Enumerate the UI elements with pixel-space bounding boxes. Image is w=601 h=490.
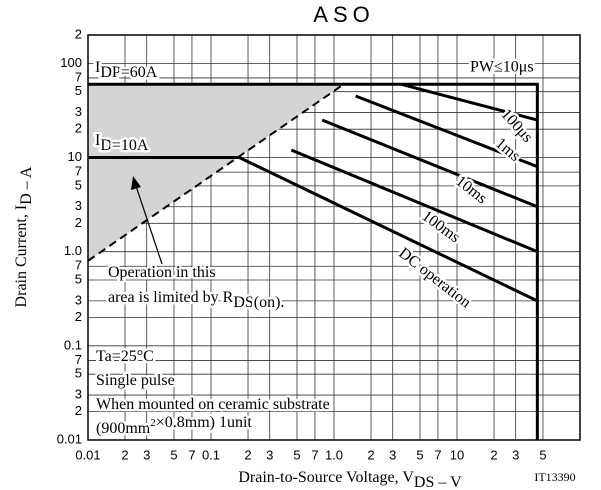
subscript: DS <box>414 474 434 490</box>
text-part: Drain-to-Source Voltage, V <box>238 469 414 486</box>
y-tick-label: 5 <box>75 83 82 98</box>
y-tick-label: 3 <box>75 387 82 402</box>
text-part: Single pulse <box>96 372 175 389</box>
y-tick-label: 7 <box>75 258 82 273</box>
text-part: Drain Current, I <box>13 205 30 308</box>
y-tick-label: 2 <box>75 403 82 418</box>
annotation: IDP=60A <box>95 59 158 81</box>
series-label: 10ms <box>452 173 490 208</box>
text-part: – V <box>434 474 462 490</box>
text-part: =10A <box>112 137 149 154</box>
y-tick-label: 3 <box>75 104 82 119</box>
y-tick-label: 2 <box>75 26 82 41</box>
annotation: Operation in this <box>108 264 216 281</box>
y-tick-label: 3 <box>75 198 82 213</box>
x-tick-label: 5 <box>539 447 546 462</box>
y-axis-label: Drain Current, ID – A <box>13 166 35 307</box>
x-tick-label: 1.0 <box>325 447 343 462</box>
subscript: DS <box>233 294 253 311</box>
annotation: (900mm2×0.8mm) 1unit <box>96 414 252 437</box>
plot-frame <box>87 34 581 441</box>
y-tick-label: 5 <box>75 177 82 192</box>
y-tick-label: 2 <box>75 215 82 230</box>
x-tick-label: 5 <box>416 447 423 462</box>
annotation: When mounted on ceramic substrate <box>96 396 330 413</box>
x-tick-label: 3 <box>512 447 519 462</box>
x-tick-label: 7 <box>188 447 195 462</box>
subscript: D <box>100 137 112 154</box>
soa-curve <box>88 82 539 440</box>
subscript: DP <box>100 64 121 81</box>
x-tick-label: 2 <box>490 447 497 462</box>
soa-curve <box>400 82 538 122</box>
y-tick-label: 2 <box>75 309 82 324</box>
x-axis-label: Drain-to-Source Voltage, VDS – V <box>238 469 462 490</box>
y-tick-label: 7 <box>75 352 82 367</box>
y-tick-label: 1.0 <box>64 243 82 258</box>
x-tick-label: 3 <box>266 447 273 462</box>
text-part: – A <box>18 166 35 193</box>
x-tick-label: 7 <box>434 447 441 462</box>
x-tick-label: 2 <box>121 447 128 462</box>
superscript: 2 <box>150 417 156 429</box>
text-part: (900mm <box>96 420 151 437</box>
x-tick-label: 0.1 <box>202 447 220 462</box>
text-part: I <box>95 59 100 76</box>
annotation: IT13390 <box>534 470 575 484</box>
y-tick-label: 7 <box>75 69 82 84</box>
y-tick-label: 7 <box>75 164 82 179</box>
curves <box>87 82 539 440</box>
x-tick-label: 3 <box>143 447 150 462</box>
x-tick-label: 0.01 <box>75 447 100 462</box>
soa-curve <box>355 94 538 169</box>
text-part: area is limited by R <box>108 289 234 306</box>
y-tick-label: 2 <box>75 121 82 136</box>
x-tick-label: 5 <box>170 447 177 462</box>
y-tick-label: 5 <box>75 271 82 286</box>
series-label: DC operation <box>395 245 474 312</box>
x-tick-label: 7 <box>311 447 318 462</box>
text-part: (on). <box>254 294 285 311</box>
text-part: ×0.8mm) 1unit <box>156 414 253 431</box>
text-part: Ta=25°C <box>96 348 154 365</box>
arrow-head <box>131 176 141 190</box>
shaded-region <box>88 84 344 261</box>
text-part: When mounted on ceramic substrate <box>96 396 330 413</box>
text-part: Operation in this <box>108 264 216 281</box>
x-tick-label: 10 <box>450 447 464 462</box>
x-tick-label: 2 <box>367 447 374 462</box>
x-tick-label: 3 <box>389 447 396 462</box>
x-tick-label: 5 <box>293 447 300 462</box>
series-label: PW≤10μs <box>470 59 534 76</box>
y-tick-label: 5 <box>75 366 82 381</box>
soa-curve <box>321 118 538 209</box>
x-tick-label: 2 <box>244 447 251 462</box>
annotation: Single pulse <box>96 372 175 389</box>
subscript: D <box>18 193 35 205</box>
arrow <box>135 185 163 265</box>
text-part: IT13390 <box>534 470 575 484</box>
chart-title: ASO <box>313 2 374 27</box>
y-tick-label: 0.01 <box>57 431 82 446</box>
annotation: Ta=25°C <box>96 348 154 365</box>
text-part: =60A <box>121 64 158 81</box>
annotation: area is limited by RDS(on). <box>108 289 284 311</box>
y-tick-label: 3 <box>75 292 82 307</box>
text-part: I <box>95 132 100 149</box>
y-tick-label: 100 <box>60 55 82 70</box>
soa-curve <box>290 148 538 254</box>
annotation: ID=10A <box>95 132 149 154</box>
y-tick-label: 0.1 <box>64 337 82 352</box>
y-tick-label: 10 <box>68 149 82 164</box>
